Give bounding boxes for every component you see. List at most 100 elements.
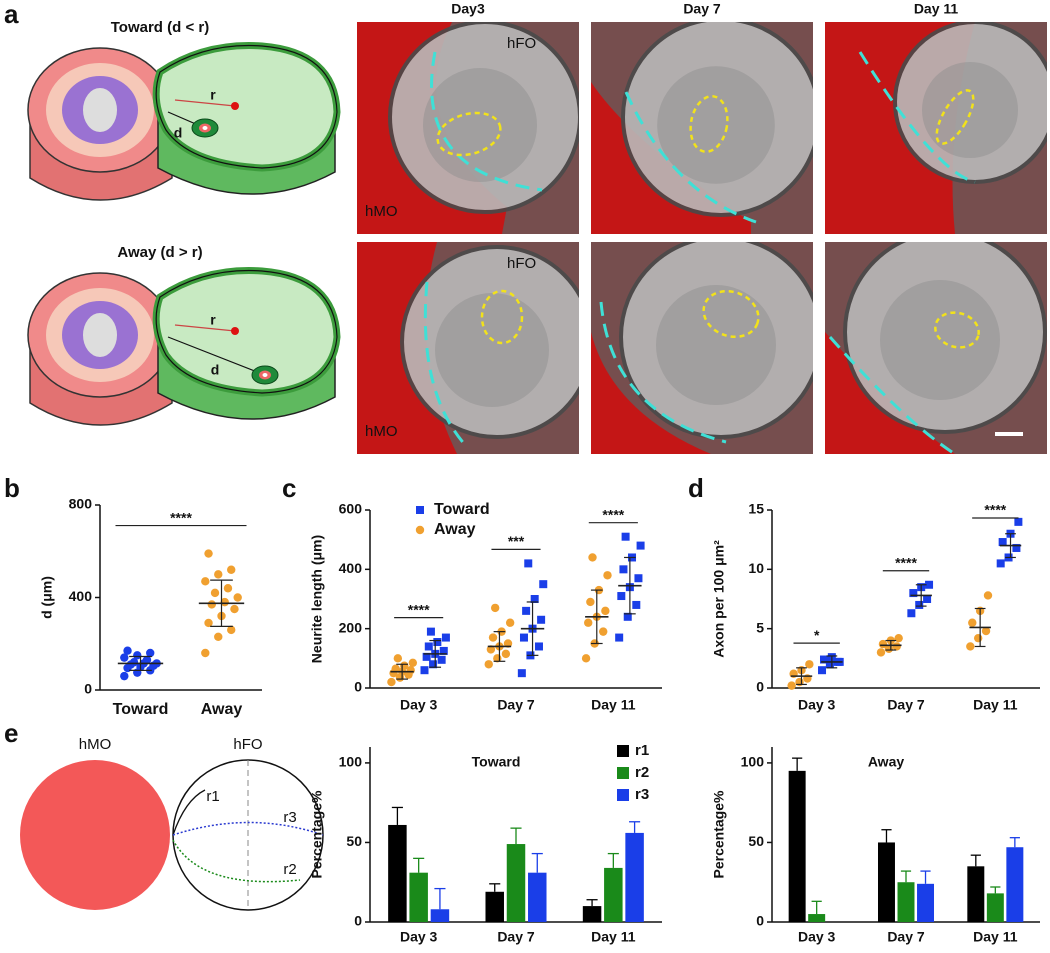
point [634, 574, 643, 583]
point [490, 603, 500, 613]
point [909, 589, 918, 598]
curve-label: r3 [283, 809, 296, 826]
point [617, 592, 626, 601]
y-tick-label: 0 [756, 679, 764, 695]
point [1012, 543, 1021, 552]
point [123, 646, 132, 655]
point [586, 597, 595, 607]
point [968, 618, 977, 627]
x-tick-label: Day 3 [798, 697, 836, 713]
point [819, 655, 828, 664]
y-tick-label: 10 [748, 560, 764, 576]
x-tick-label: Day 11 [591, 697, 636, 713]
x-tick-label: Day 11 [973, 697, 1018, 713]
legend-swatch [617, 745, 629, 757]
target-lumen [202, 126, 208, 130]
bar [506, 844, 526, 922]
hmo-lumen [83, 313, 117, 357]
point [142, 655, 152, 665]
point [615, 633, 624, 642]
y-tick-label: 5 [756, 619, 764, 635]
r-label: r [210, 87, 216, 103]
point [925, 580, 934, 589]
point [876, 648, 886, 657]
point [825, 660, 834, 669]
hmo-label: hMO [79, 736, 112, 753]
point [433, 638, 442, 647]
point [973, 633, 983, 643]
point [619, 565, 628, 574]
column-header: Day 11 [914, 1, 959, 17]
significance: **** [602, 506, 624, 522]
boundary [430, 51, 543, 192]
hfo-label: hFO [233, 736, 262, 753]
r-line [174, 99, 236, 107]
bar [1006, 847, 1024, 922]
y-tick-label: 15 [748, 501, 764, 517]
point [534, 642, 543, 651]
legend-label: r3 [635, 786, 649, 803]
point [426, 627, 435, 636]
point [227, 625, 236, 635]
region [480, 289, 524, 345]
x-tick-label: Day 7 [887, 929, 925, 945]
point [623, 612, 632, 621]
point [996, 559, 1005, 568]
organoid-inner [922, 62, 1018, 158]
organoid-inner [880, 280, 1000, 400]
point [424, 642, 433, 651]
point [915, 600, 924, 609]
point [227, 565, 236, 574]
x-tick-label: Day 7 [497, 697, 535, 713]
point [621, 532, 630, 541]
legend-swatch [617, 789, 629, 801]
y-tick-label: 0 [354, 913, 362, 929]
legend-label: r2 [635, 764, 649, 781]
legend-label: Away [434, 521, 476, 538]
micrograph: hFO hMO [357, 242, 579, 454]
center-dot [231, 327, 239, 335]
mo-label: hMO [365, 423, 398, 440]
hmo-lumen [83, 88, 117, 132]
point [439, 646, 448, 655]
y-axis-label: Percentage% [309, 790, 325, 878]
panel-label: e [4, 718, 18, 748]
center-dot [231, 102, 239, 110]
significance: **** [895, 554, 917, 570]
column-header: Day 7 [683, 1, 721, 17]
bar [485, 891, 504, 922]
target-lumen [262, 373, 268, 377]
y-axis-label: Percentage% [711, 790, 727, 878]
y-axis-label: Neurite length (μm) [309, 535, 325, 663]
bar [604, 867, 623, 922]
x-tick-label: Day 3 [400, 929, 438, 945]
point [201, 577, 210, 586]
point [400, 661, 409, 670]
point [517, 669, 526, 678]
point [486, 645, 496, 654]
point [484, 660, 493, 669]
bar [528, 872, 547, 922]
point [581, 654, 591, 663]
point [204, 549, 213, 558]
point [416, 506, 424, 514]
hmo-signal [591, 332, 711, 454]
y-tick-label: 800 [69, 496, 93, 512]
point [524, 559, 533, 568]
point [220, 597, 229, 607]
point [588, 553, 597, 562]
r-line [174, 324, 236, 332]
y-tick-label: 400 [69, 588, 93, 604]
chart-title: Away [868, 754, 905, 770]
point [519, 633, 528, 642]
point [233, 593, 242, 602]
point [501, 649, 511, 659]
significance: *** [508, 533, 525, 549]
point [878, 639, 888, 649]
y-tick-label: 200 [339, 619, 363, 635]
micrograph: hFO hMO [357, 22, 579, 234]
y-axis-label: d (μm) [39, 576, 55, 619]
point [632, 600, 641, 609]
y-tick-label: 600 [339, 501, 363, 517]
